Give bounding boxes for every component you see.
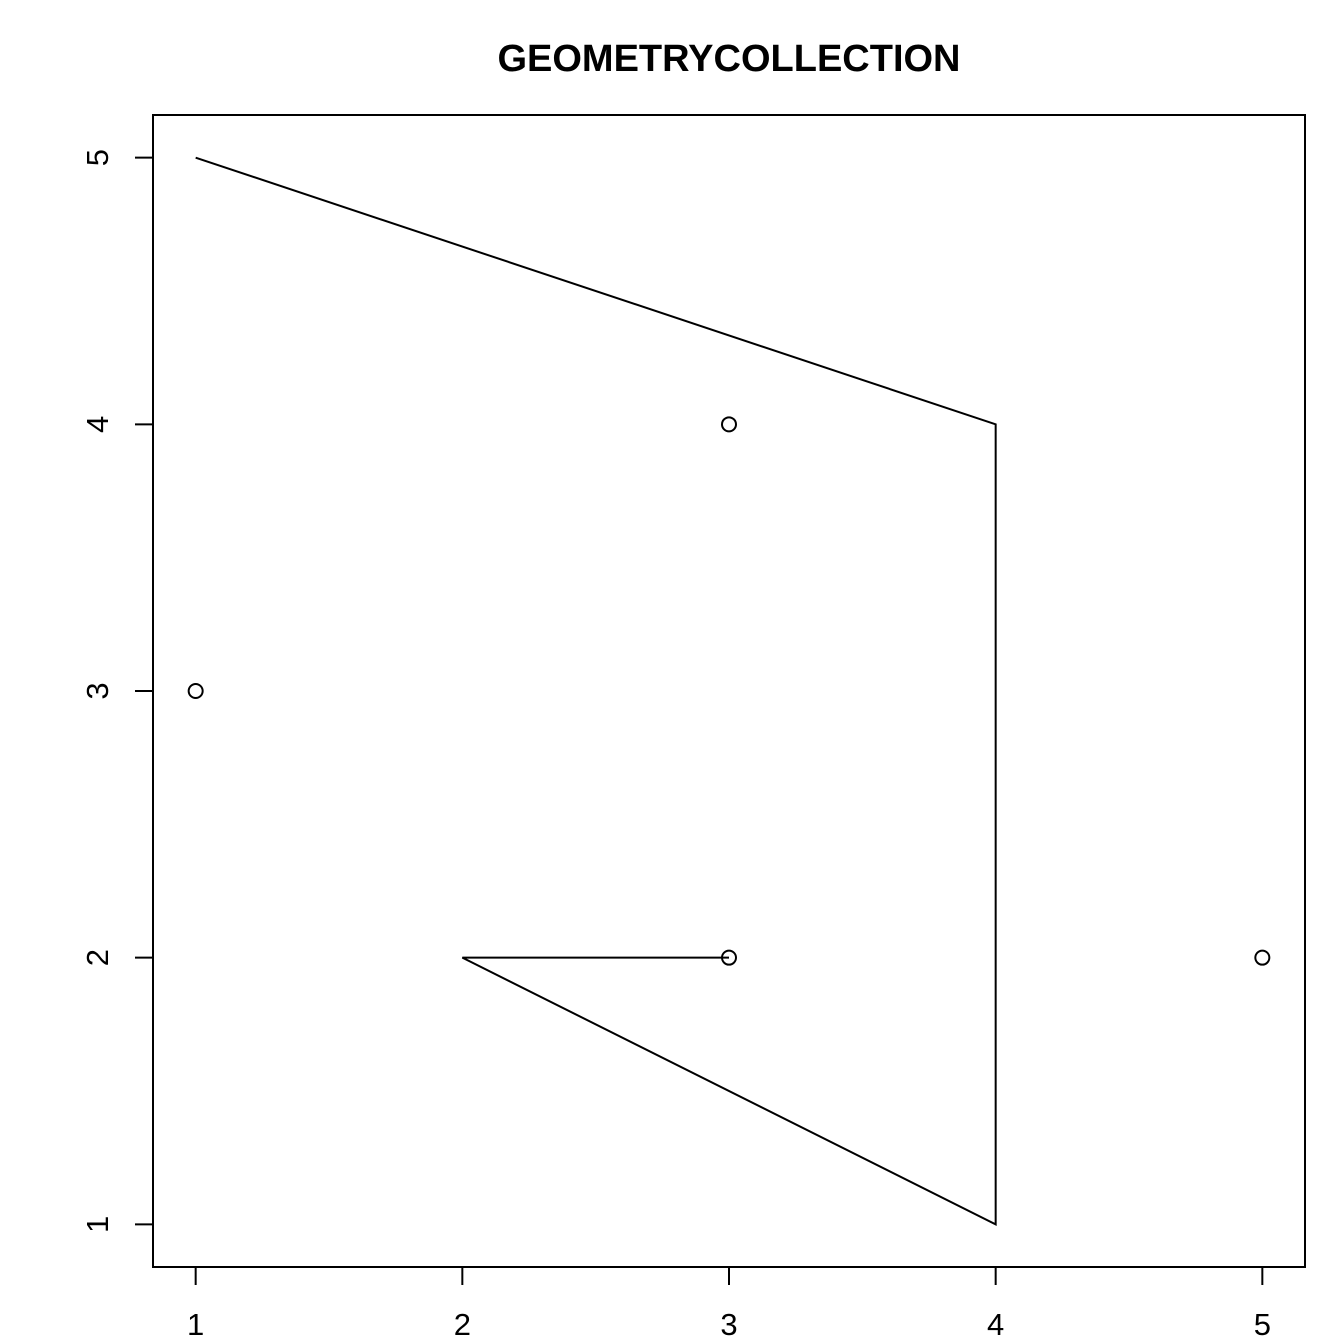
x-tick-label: 4 (987, 1307, 1004, 1342)
point-layer (187, 416, 1271, 966)
data-point (187, 683, 204, 699)
y-tick-label: 2 (80, 949, 115, 966)
chart-title: GEOMETRYCOLLECTION (497, 38, 960, 80)
x-tick-label: 1 (187, 1307, 204, 1342)
plot-frame (152, 114, 1306, 1268)
y-tick-label: 4 (80, 416, 115, 433)
data-point (721, 949, 737, 966)
x-tick-label: 2 (454, 1307, 471, 1342)
y-axis-ticks: 1 2 3 4 5 (80, 149, 153, 1233)
data-point (721, 416, 737, 433)
y-tick-label: 3 (80, 682, 115, 699)
y-tick-label: 5 (80, 149, 115, 166)
x-axis-ticks: 1 2 3 4 5 (187, 1267, 1271, 1342)
x-tick-label: 3 (720, 1307, 737, 1342)
y-tick-label: 1 (80, 1216, 115, 1233)
linestring-layer (195, 156, 997, 1226)
linestring (195, 156, 997, 1226)
x-tick-label: 5 (1254, 1307, 1271, 1342)
data-point (1254, 949, 1271, 966)
